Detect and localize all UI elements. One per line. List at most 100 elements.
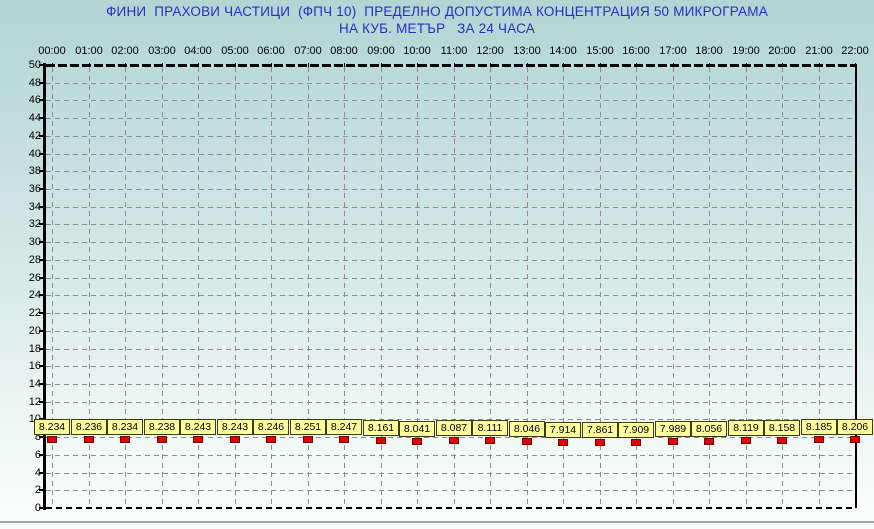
- gridline-horizontal: [46, 83, 856, 84]
- y-axis-label: 32: [28, 218, 41, 230]
- time-label: 16:00: [622, 45, 650, 57]
- data-point-marker: [485, 437, 495, 444]
- data-point-marker: [522, 438, 532, 445]
- gridline-horizontal: [46, 260, 856, 261]
- x-axis-tick: [162, 63, 163, 67]
- time-label: 14:00: [549, 45, 577, 57]
- time-label: 05:00: [221, 45, 249, 57]
- data-point-marker: [449, 437, 459, 444]
- y-axis-tick: [39, 330, 43, 332]
- x-axis-tick: [417, 63, 418, 67]
- value-label: 8.243: [180, 419, 216, 435]
- value-label: 8.185: [801, 419, 837, 435]
- time-label: 08:00: [330, 45, 358, 57]
- gridline-vertical: [344, 67, 345, 507]
- data-point-marker: [668, 438, 678, 445]
- data-point-marker: [814, 436, 824, 443]
- value-label: 8.234: [107, 419, 143, 435]
- data-point-marker: [84, 436, 94, 443]
- time-label: 21:00: [805, 45, 833, 57]
- y-axis-label: 22: [28, 307, 41, 319]
- data-point-marker: [47, 436, 57, 443]
- y-axis-label: 46: [28, 94, 41, 106]
- gridline-horizontal: [46, 384, 856, 385]
- value-label: 8.041: [399, 421, 435, 437]
- gridline-horizontal: [46, 366, 856, 367]
- y-axis-label: 36: [28, 183, 41, 195]
- gridline-vertical: [527, 67, 528, 507]
- plot-right-border: [855, 64, 857, 508]
- y-axis-tick: [39, 64, 43, 66]
- value-label: 7.989: [655, 421, 691, 437]
- data-point-marker: [193, 436, 203, 443]
- gridline-horizontal: [46, 331, 856, 332]
- value-label: 7.914: [545, 422, 581, 438]
- value-label: 8.161: [363, 420, 399, 436]
- gridline-horizontal: [46, 295, 856, 296]
- y-axis-label: 2: [34, 484, 41, 496]
- y-axis-label: 40: [28, 148, 41, 160]
- value-label: 8.119: [728, 420, 764, 436]
- time-label: 07:00: [294, 45, 322, 57]
- gridline-vertical: [636, 67, 637, 507]
- y-axis-tick: [39, 99, 43, 101]
- data-point-marker: [595, 439, 605, 446]
- time-label: 11:00: [440, 45, 468, 57]
- gridline-vertical: [308, 67, 309, 507]
- y-axis-label: 6: [34, 449, 41, 461]
- y-axis-tick: [39, 472, 43, 474]
- gridline-vertical: [125, 67, 126, 507]
- gridline-horizontal: [46, 455, 856, 456]
- time-label: 06:00: [257, 45, 285, 57]
- gridline-vertical: [490, 67, 491, 507]
- gridline-vertical: [454, 67, 455, 507]
- x-axis-tick: [235, 63, 236, 67]
- gridline-horizontal: [46, 189, 856, 190]
- gridline-horizontal: [46, 171, 856, 172]
- value-label: 8.087: [436, 420, 472, 436]
- y-axis-label: 12: [28, 396, 41, 408]
- x-axis-tick: [381, 63, 382, 67]
- y-axis-tick: [39, 383, 43, 385]
- time-label: 17:00: [659, 45, 687, 57]
- data-point-marker: [777, 437, 787, 444]
- y-axis-label: 50: [28, 59, 41, 71]
- gridline-vertical: [381, 67, 382, 507]
- gridline-vertical: [782, 67, 783, 507]
- data-point-marker: [120, 436, 130, 443]
- y-axis-label: 20: [28, 325, 41, 337]
- y-axis-label: 4: [34, 467, 41, 479]
- x-baseline: [46, 507, 856, 509]
- time-label: 22:00: [841, 45, 869, 57]
- value-label: 8.158: [764, 420, 800, 436]
- time-label: 04:00: [184, 45, 212, 57]
- y-axis-tick: [39, 170, 43, 172]
- y-axis-tick: [39, 259, 43, 261]
- data-point-marker: [704, 438, 714, 445]
- time-label: 01:00: [75, 45, 103, 57]
- y-axis-tick: [39, 223, 43, 225]
- y-axis-label: 18: [28, 343, 41, 355]
- data-point-marker: [850, 436, 860, 443]
- y-axis-tick: [39, 401, 43, 403]
- y-axis-tick: [39, 365, 43, 367]
- time-label: 03:00: [148, 45, 176, 57]
- gridline-horizontal: [46, 207, 856, 208]
- gridline-vertical: [198, 67, 199, 507]
- value-label: 8.046: [509, 421, 545, 437]
- data-point-marker: [412, 438, 422, 445]
- chart-title: ФИНИ ПРАХОВИ ЧАСТИЦИ (ФПЧ 10) ПРЕДЕЛНО Д…: [0, 3, 874, 37]
- gridline-horizontal: [46, 154, 856, 155]
- gridline-vertical: [709, 67, 710, 507]
- value-label: 8.251: [290, 419, 326, 435]
- x-axis-tick: [89, 63, 90, 67]
- y-axis-tick: [39, 507, 43, 509]
- gridline-vertical: [271, 67, 272, 507]
- gridline-horizontal: [46, 242, 856, 243]
- gridline-vertical: [52, 67, 53, 507]
- value-label: 7.861: [582, 422, 618, 438]
- y-axis-label: 34: [28, 201, 41, 213]
- gridline-vertical: [746, 67, 747, 507]
- time-label: 13:00: [513, 45, 541, 57]
- y-axis-label: 16: [28, 360, 41, 372]
